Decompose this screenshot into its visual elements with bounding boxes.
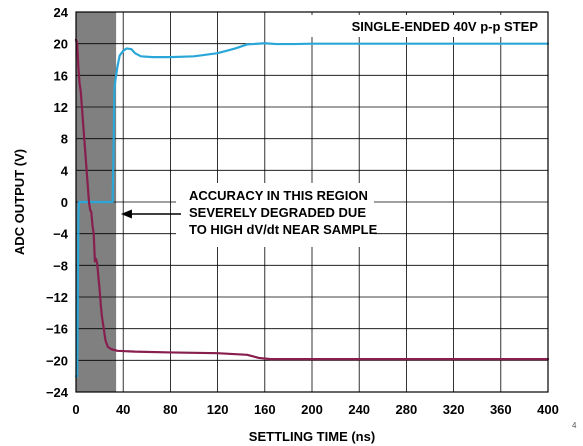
series-layer — [74, 38, 550, 378]
x-tick-label: 160 — [254, 402, 276, 417]
y-tick-label: −24 — [46, 385, 69, 400]
y-tick-label: 24 — [54, 5, 69, 20]
legend-background — [290, 15, 542, 37]
y-tick-label: −16 — [46, 322, 68, 337]
y-tick-label: 20 — [54, 37, 68, 52]
annotation-arrowhead-icon — [120, 209, 132, 219]
x-tick-label: 320 — [443, 402, 465, 417]
x-tick-label: 360 — [490, 402, 512, 417]
x-tick-label: 400 — [537, 402, 559, 417]
series-line-2 — [74, 38, 550, 361]
annotation-background — [176, 183, 374, 247]
x-tick-label: 120 — [207, 402, 229, 417]
y-tick-label: −12 — [46, 290, 68, 305]
legend-box: SINGLE-ENDED 40V p-p STEP — [290, 15, 542, 37]
x-tick-label: 80 — [163, 402, 177, 417]
y-tick-label: −8 — [53, 258, 68, 273]
y-axis-title: ADC OUTPUT (V) — [12, 149, 27, 255]
annotation-line: SEVERELY DEGRADED DUE — [189, 205, 366, 220]
y-tick-label: −4 — [53, 227, 69, 242]
y-tick-label: 16 — [54, 68, 68, 83]
x-tick-label: 280 — [396, 402, 418, 417]
annotation: ACCURACY IN THIS REGION SEVERELY DEGRADE… — [120, 183, 378, 247]
annotation-line: TO HIGH dV/dt NEAR SAMPLE — [189, 222, 378, 237]
series-line-1 — [74, 42, 550, 378]
x-axis-title: SETTLING TIME (ns) — [249, 429, 375, 444]
y-tick-label: 4 — [61, 163, 69, 178]
y-tick-label: 8 — [61, 132, 68, 147]
annotation-line: ACCURACY IN THIS REGION — [189, 188, 368, 203]
x-tick-label: 200 — [301, 402, 323, 417]
x-tick-label: 40 — [116, 402, 130, 417]
y-tick-label: 12 — [54, 100, 68, 115]
y-tick-label: −20 — [46, 353, 68, 368]
y-tick-label: 0 — [61, 195, 68, 210]
figure-number: 4 — [572, 421, 577, 430]
x-tick-labels: 0 40 80 120 160 200 240 280 320 360 400 — [72, 402, 558, 417]
x-tick-label: 0 — [72, 402, 79, 417]
plot-border — [75, 11, 549, 393]
legend-text: SINGLE-ENDED 40V p-p STEP — [352, 19, 539, 34]
x-tick-label: 240 — [348, 402, 370, 417]
y-tick-labels: 24 20 16 12 8 4 0 −4 −8 −12 −16 −20 −24 — [46, 5, 69, 400]
grid-lines — [76, 12, 548, 392]
